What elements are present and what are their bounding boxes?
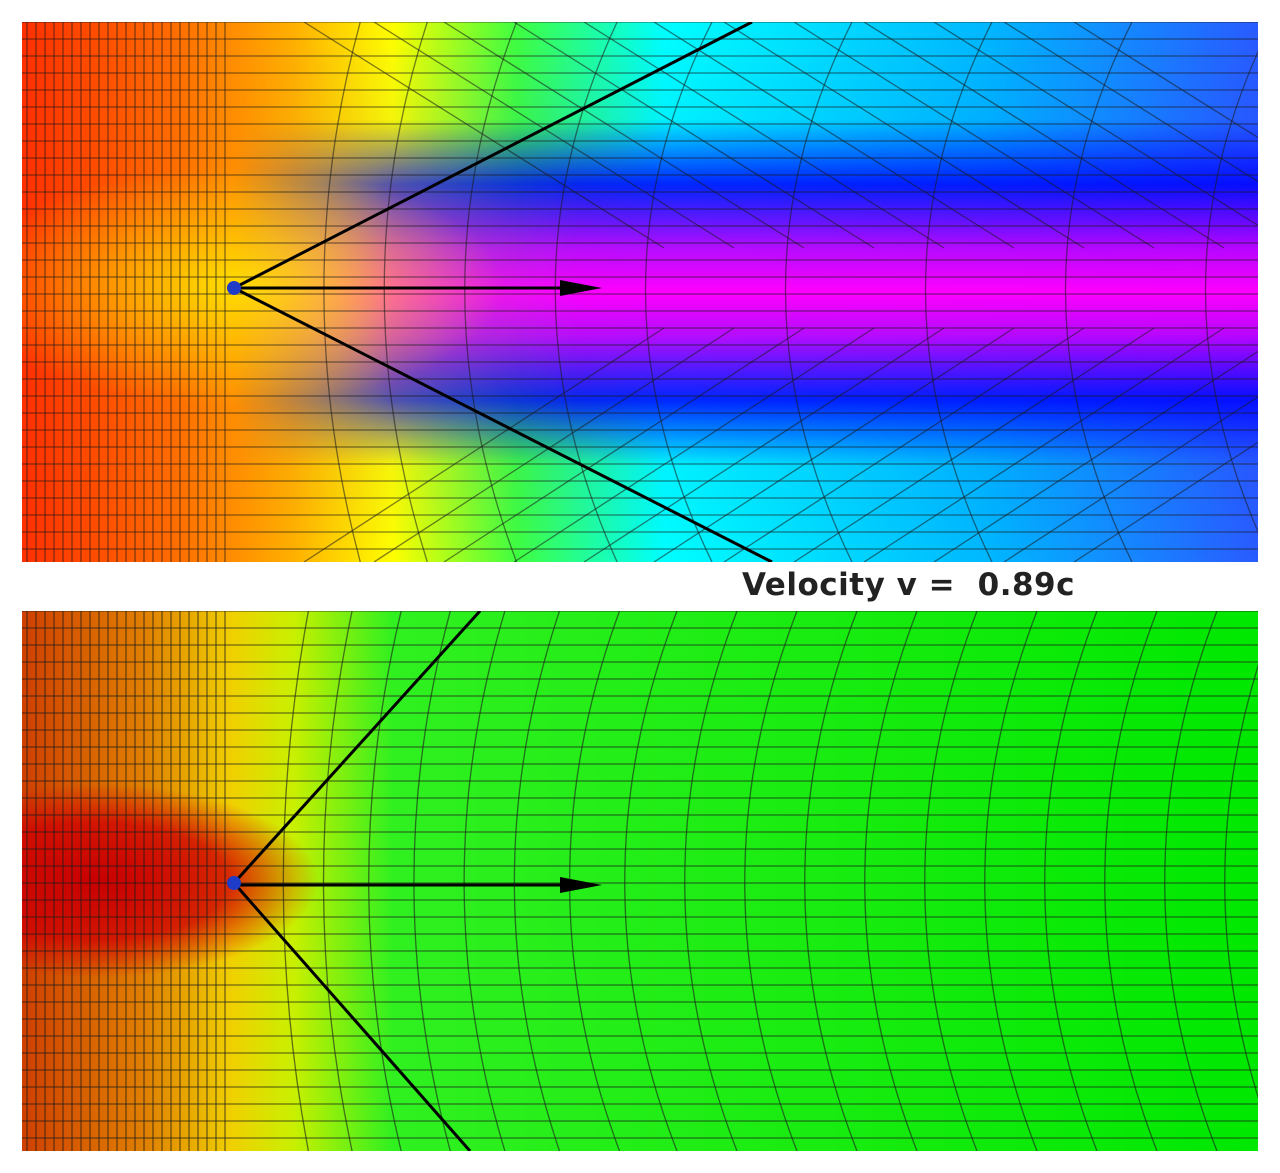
grid-line-slant — [1073, 441, 1258, 562]
grid-line-slant — [723, 22, 1085, 249]
field-grid-top — [22, 22, 1258, 562]
cone-line-upper-bottom — [232, 611, 482, 885]
grid-line-wavefront — [383, 22, 428, 562]
grid-line-slant — [1073, 22, 1258, 139]
grid-line-slant — [373, 22, 735, 249]
field-panel-top — [22, 22, 1258, 562]
grid-line-slant — [793, 327, 1155, 562]
grid-line-slant — [513, 327, 875, 562]
grid-line-wavefront — [744, 611, 798, 1151]
grid-line-slant — [303, 327, 665, 562]
grid-line-wavefront — [924, 22, 993, 562]
grid-line-wavefront — [784, 22, 853, 562]
grid-line-slant — [863, 22, 1225, 249]
grid-line-slant — [513, 22, 875, 249]
grid-line-wavefront — [322, 611, 353, 1151]
grid-line-wavefront — [864, 611, 918, 1151]
field-panel-bottom — [22, 611, 1258, 1151]
grid-line-wavefront — [1164, 611, 1218, 1151]
cone-line-lower-top — [233, 286, 773, 562]
grid-line-wavefront — [463, 611, 506, 1151]
grid-line-wavefront — [984, 611, 1038, 1151]
grid-line-wavefront — [624, 611, 678, 1151]
grid-line-slant — [373, 327, 735, 562]
grid-line-wavefront — [513, 611, 561, 1151]
field-grid-bottom — [22, 611, 1258, 1151]
grid-line-slant — [303, 22, 665, 249]
grid-line-wavefront — [554, 22, 618, 562]
grid-line-slant — [933, 350, 1258, 562]
point-charge-top — [227, 281, 241, 295]
cone-line-lower-bottom — [232, 882, 472, 1151]
grid-line-wavefront — [413, 611, 451, 1151]
grid-line-wavefront — [1204, 50, 1258, 533]
cone-line-upper-top — [233, 22, 753, 290]
point-charge-bottom — [227, 876, 241, 890]
grid-line-wavefront — [323, 22, 361, 562]
grid-line-wavefront — [282, 611, 310, 1151]
grid-line-slant — [723, 327, 1085, 562]
velocity-label: Velocity v = 0.89c — [742, 567, 1075, 603]
arrow-head-top — [560, 280, 602, 296]
grid-line-wavefront — [924, 611, 978, 1151]
grid-line-slant — [583, 327, 945, 562]
grid-line-slant — [793, 22, 1155, 249]
grid-line-slant — [653, 327, 1015, 562]
grid-line-slant — [933, 22, 1258, 227]
grid-line-wavefront — [1224, 664, 1258, 1099]
grid-line-wavefront — [368, 611, 402, 1151]
grid-line-slant — [583, 22, 945, 249]
grid-line-wavefront — [684, 611, 738, 1151]
grid-line-slant — [1003, 22, 1258, 183]
grid-line-slant — [1003, 396, 1258, 562]
grid-line-slant — [443, 22, 805, 249]
grid-line-wavefront — [804, 611, 858, 1151]
grid-line-wavefront — [1104, 611, 1158, 1151]
grid-line-wavefront — [644, 22, 713, 562]
field-glow-top — [22, 22, 1258, 562]
grid-line-wavefront — [1064, 22, 1133, 562]
grid-line-slant — [443, 327, 805, 562]
arrow-head-bottom — [560, 877, 602, 893]
grid-line-wavefront — [1044, 611, 1098, 1151]
grid-line-slant — [653, 22, 1015, 249]
grid-line-slant — [863, 327, 1225, 562]
